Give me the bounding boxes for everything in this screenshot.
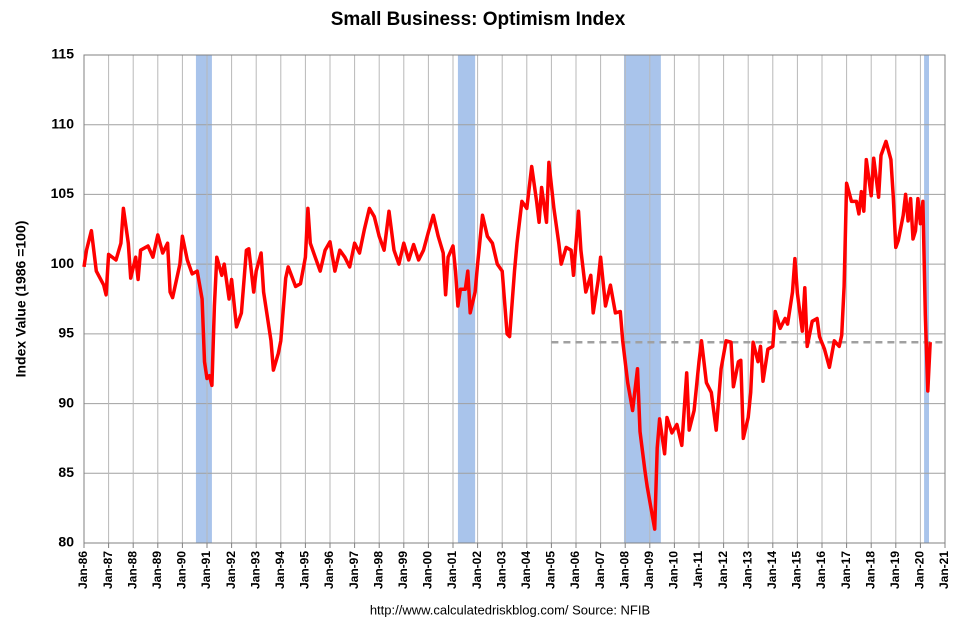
x-tick-label: Jan-99: [396, 551, 410, 589]
x-tick-label: Jan-03: [494, 551, 508, 589]
source: http://www.calculatedriskblog.com/ Sourc…: [370, 602, 650, 617]
x-tick-label: Jan-09: [642, 551, 656, 589]
x-tick-label: Jan-95: [298, 551, 312, 589]
x-tick-label: Jan-02: [470, 551, 484, 589]
x-tick-label: Jan-20: [913, 551, 927, 589]
x-tick-label: Jan-11: [691, 551, 705, 589]
x-tick-label: Jan-98: [371, 551, 385, 589]
y-tick-label: 80: [58, 534, 74, 550]
plot-border: [83, 54, 946, 544]
x-tick-label: Jan-07: [593, 551, 607, 589]
x-tick-label: Jan-96: [322, 551, 336, 589]
y-tick-label: 100: [51, 255, 75, 271]
x-tick-label: Jan-04: [519, 551, 533, 589]
x-tick-label: Jan-08: [617, 551, 631, 589]
y-tick-label: 110: [51, 115, 74, 131]
x-tick-label: Jan-90: [175, 551, 189, 589]
x-tick-label: Jan-19: [888, 551, 902, 589]
x-tick-label: Jan-91: [199, 551, 213, 589]
x-tick-label: Jan-93: [248, 551, 262, 589]
recession-band: [457, 55, 476, 543]
x-tick-label: Jan-89: [150, 551, 164, 589]
x-tick-label: Jan-87: [101, 551, 115, 589]
y-tick-label: 95: [58, 325, 74, 341]
x-tick-label: Jan-18: [863, 551, 877, 589]
recession-band: [195, 55, 212, 543]
y-tick-label: 115: [51, 46, 74, 62]
x-tick-label: Jan-01: [445, 551, 459, 589]
x-tick-label: Jan-94: [273, 551, 287, 589]
y-tick-label: 105: [51, 185, 75, 201]
x-tick-label: Jan-97: [347, 551, 361, 589]
x-tick-label: Jan-05: [544, 551, 558, 589]
index-line: [82, 139, 932, 531]
y-tick-label: 90: [58, 394, 74, 410]
x-tick-label: Jan-13: [740, 551, 754, 589]
x-tick-label: Jan-92: [224, 551, 238, 589]
x-tick-label: Jan-12: [716, 551, 730, 589]
x-tick-label: Jan-06: [568, 551, 582, 589]
x-tick-label: Jan-88: [125, 551, 139, 589]
x-tick-label: Jan-17: [839, 551, 853, 589]
y-tick-label: 85: [58, 464, 74, 480]
x-tick-label: Jan-16: [814, 551, 828, 589]
y-axis-label: Index Value (1986 =100): [13, 221, 29, 378]
x-tick-label: Jan-15: [790, 551, 804, 589]
x-tick-label: Jan-00: [421, 551, 435, 589]
x-tick-label: Jan-21: [937, 551, 951, 589]
chart-title: Small Business: Optimism Index: [331, 9, 626, 30]
x-tick-label: Jan-14: [765, 551, 779, 589]
x-tick-label: Jan-86: [76, 551, 90, 589]
x-tick-label: Jan-10: [667, 551, 681, 589]
